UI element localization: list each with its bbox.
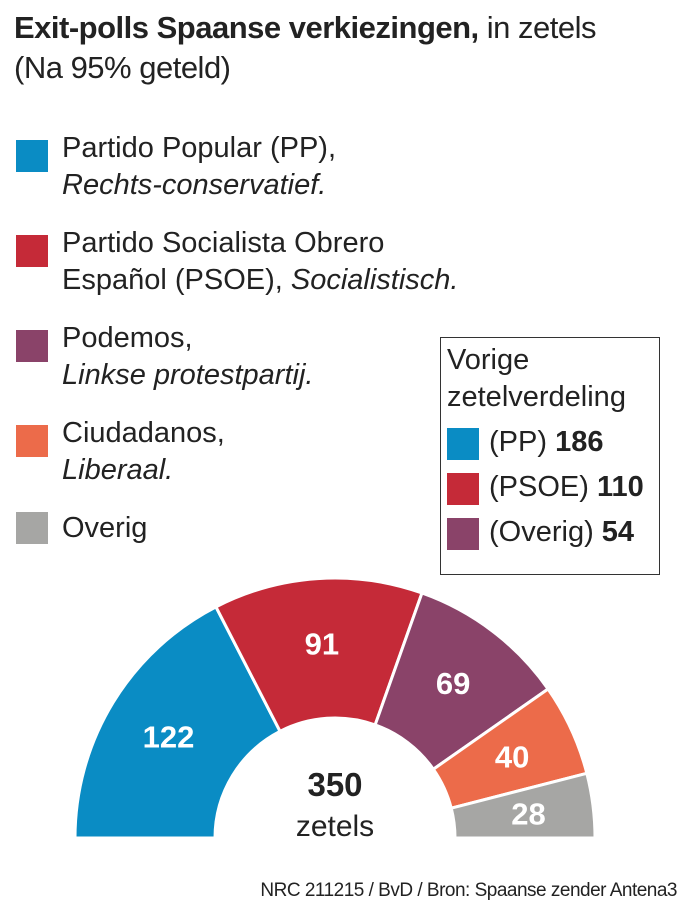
legend-swatch — [447, 518, 479, 550]
legend-swatch — [447, 473, 479, 505]
title-bold: Exit-polls Spaanse verkiezingen, — [14, 10, 479, 45]
source-note: NRC 211215 / BvD / Bron: Spaanse zender … — [260, 880, 677, 901]
previous-title: Vorige zetelverdeling — [447, 344, 626, 413]
legend-label: Overig — [62, 512, 148, 544]
legend-label: Ciudadanos, — [62, 417, 225, 449]
previous-item-psoe: (PSOE) 110 — [447, 469, 659, 506]
previous-seats-box: Vorige zetelverdeling (PP) 186 (PSOE) 110… — [440, 337, 660, 575]
legend-desc: Linkse protestpartij. — [62, 359, 314, 391]
previous-item-overig: (Overig) 54 — [447, 514, 659, 551]
legend-item-podemos: Podemos, Linkse protestpartij. — [14, 320, 459, 394]
data-label-pp: 122 — [143, 719, 195, 754]
legend-swatch — [447, 428, 479, 460]
legend-item-overig: Overig — [14, 510, 459, 547]
legend-desc: Socialistisch. — [290, 264, 459, 296]
legend-desc: Liberaal. — [62, 454, 174, 486]
legend-swatch — [16, 140, 48, 172]
legend-label: Español (PSOE), — [62, 264, 291, 296]
legend-swatch — [16, 330, 48, 362]
legend-item-pp: Partido Popular (PP), Rechts-conservatief… — [14, 130, 459, 204]
total-value: 350 — [307, 766, 362, 803]
segment-pp — [73, 604, 283, 840]
legend-swatch — [16, 512, 48, 544]
legend-label: Partido Popular (PP), — [62, 132, 337, 164]
legend-label: Podemos, — [62, 322, 193, 354]
chart-title: Exit-polls Spaanse verkiezingen, in zete… — [14, 8, 597, 88]
segment-overig — [449, 771, 597, 840]
legend-label: Partido Socialista Obrero — [62, 227, 385, 259]
data-label-podemos: 69 — [436, 666, 470, 701]
previous-item-pp: (PP) 186 — [447, 424, 659, 461]
subtitle: (Na 95% geteld) — [14, 50, 231, 85]
data-label-psoe: 91 — [305, 626, 339, 661]
legend-swatch — [16, 425, 48, 457]
data-label-ciudadanos: 40 — [495, 740, 529, 775]
data-label-overig: 28 — [511, 797, 545, 832]
segment-psoe — [213, 576, 424, 734]
legend-item-ciudadanos: Ciudadanos, Liberaal. — [14, 415, 459, 489]
legend-swatch — [16, 235, 48, 267]
title-rest: in zetels — [478, 10, 597, 45]
legend: Partido Popular (PP), Rechts-conservatief… — [14, 130, 459, 568]
legend-item-psoe: Partido Socialista Obrero Español (PSOE),… — [14, 225, 459, 299]
legend-desc: Rechts-conservatief. — [62, 169, 327, 201]
total-label: zetels — [296, 810, 374, 843]
